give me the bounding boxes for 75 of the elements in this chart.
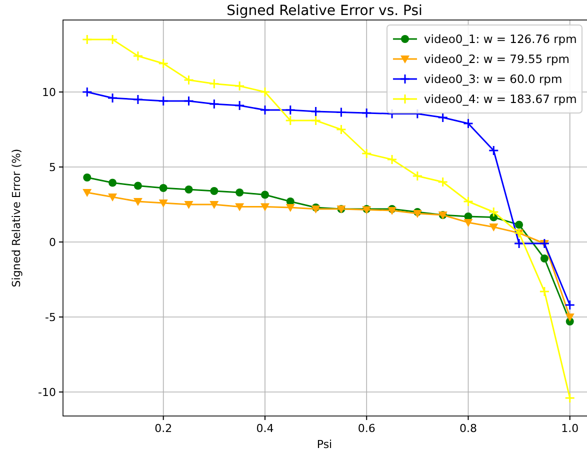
point xyxy=(515,220,524,229)
point xyxy=(540,254,548,262)
point xyxy=(82,34,92,45)
point xyxy=(159,184,168,192)
x-tick-label: 0.2 xyxy=(154,422,172,435)
legend-label: video0_4: w = 183.67 rpm xyxy=(424,92,577,106)
y-tick-label: -10 xyxy=(38,386,56,399)
point xyxy=(158,96,169,106)
point xyxy=(234,100,245,111)
point xyxy=(386,154,398,165)
point xyxy=(564,392,576,404)
point xyxy=(438,112,448,123)
legend-label: video0_1: w = 126.76 rpm xyxy=(424,32,577,46)
point xyxy=(133,198,142,206)
point xyxy=(158,58,169,69)
point xyxy=(235,203,244,212)
point xyxy=(210,187,218,195)
point xyxy=(236,188,244,196)
point xyxy=(514,238,524,249)
point xyxy=(132,94,144,105)
point xyxy=(82,86,92,98)
point xyxy=(260,86,270,98)
point xyxy=(184,74,194,86)
chart-title: Signed Relative Error vs. Psi xyxy=(226,3,422,19)
point xyxy=(539,286,550,297)
point xyxy=(83,174,92,182)
legend-label: video0_3: w = 60.0 rpm xyxy=(424,72,562,86)
point xyxy=(184,186,193,194)
point xyxy=(107,92,118,104)
y-tick-label: 5 xyxy=(49,161,56,174)
point xyxy=(234,80,245,92)
point xyxy=(565,314,574,322)
point xyxy=(108,194,118,202)
point xyxy=(134,182,142,190)
point xyxy=(260,104,270,116)
point xyxy=(82,189,92,197)
point xyxy=(208,98,220,110)
point xyxy=(286,204,295,212)
point xyxy=(208,78,220,89)
point xyxy=(336,107,346,118)
y-tick-label: 10 xyxy=(42,86,56,99)
point xyxy=(260,190,269,199)
point xyxy=(285,115,296,126)
point xyxy=(489,224,498,232)
point xyxy=(488,145,499,156)
y-tick-label: 0 xyxy=(49,236,56,249)
point xyxy=(462,196,474,207)
point xyxy=(464,219,473,227)
point xyxy=(107,34,118,45)
point xyxy=(336,124,346,135)
x-tick-label: 0.6 xyxy=(358,422,376,435)
point xyxy=(361,148,372,159)
y-tick-label: -5 xyxy=(45,311,56,324)
legend-label: video0_2: w = 79.55 rpm xyxy=(424,52,570,66)
point xyxy=(260,203,270,212)
point xyxy=(184,201,194,209)
point xyxy=(412,170,423,182)
point xyxy=(210,201,219,209)
point xyxy=(310,106,322,117)
point xyxy=(158,200,168,208)
x-tick-label: 0.4 xyxy=(256,422,274,435)
point xyxy=(361,108,372,118)
point xyxy=(310,115,322,126)
point xyxy=(285,104,296,116)
point xyxy=(462,118,474,129)
x-tick-label: 1.0 xyxy=(561,422,579,435)
point xyxy=(108,178,117,187)
point xyxy=(564,300,576,310)
x-axis-title: Psi xyxy=(316,438,332,451)
x-tick-label: 0.8 xyxy=(459,422,477,435)
point xyxy=(184,96,194,106)
y-axis-title: Signed Relative Error (%) xyxy=(10,148,23,288)
point xyxy=(438,176,448,188)
point xyxy=(488,206,499,218)
point xyxy=(132,50,144,62)
